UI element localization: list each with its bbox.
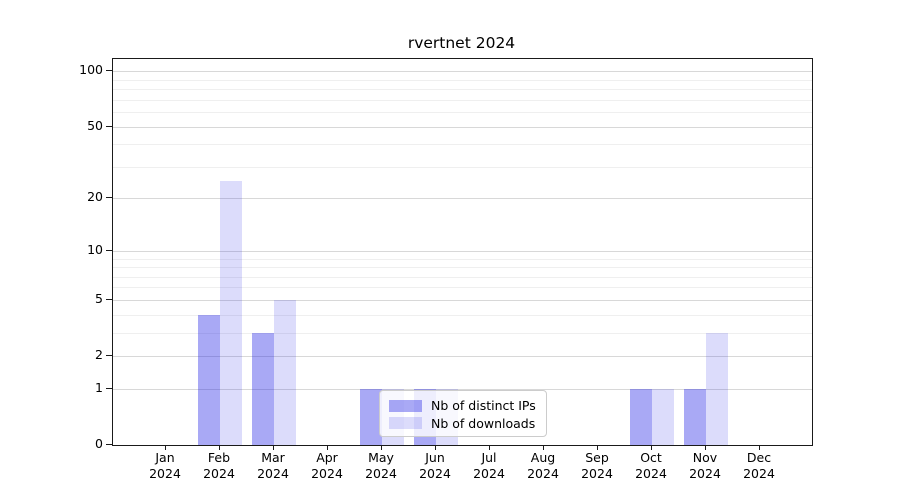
x-tick-mark bbox=[273, 445, 274, 450]
x-tick-label-dec: Dec 2024 bbox=[743, 450, 775, 481]
gridline-minor bbox=[113, 144, 812, 146]
y-tick-mark bbox=[106, 444, 112, 445]
x-tick-label-jun: Jun 2024 bbox=[419, 450, 451, 481]
bar-feb-distinct-ips bbox=[198, 314, 220, 445]
x-tick-mark bbox=[543, 445, 544, 450]
y-tick-mark bbox=[106, 197, 112, 199]
bar-nov-downloads bbox=[706, 332, 728, 445]
x-tick-label-aug: Aug 2024 bbox=[527, 450, 559, 481]
gridline-minor bbox=[113, 314, 812, 316]
gridline-minor bbox=[113, 332, 812, 334]
bar-may-distinct-ips bbox=[360, 388, 382, 445]
plot-area: Nb of distinct IPs Nb of downloads bbox=[112, 58, 813, 446]
gridline-minor bbox=[113, 287, 812, 289]
y-tick-label: 0 bbox=[95, 436, 103, 451]
legend-item-distinct-ips: Nb of distinct IPs bbox=[389, 397, 536, 415]
bar-nov-distinct-ips bbox=[684, 388, 706, 445]
y-tick-label: 10 bbox=[87, 241, 103, 257]
gridline-minor bbox=[113, 258, 812, 260]
bar-oct-downloads bbox=[652, 388, 674, 445]
legend-item-downloads: Nb of downloads bbox=[389, 415, 536, 433]
gridline-minor bbox=[113, 99, 812, 101]
gridline-minor bbox=[113, 79, 812, 81]
legend-label-downloads: Nb of downloads bbox=[431, 415, 536, 431]
y-tick-mark bbox=[106, 249, 112, 251]
x-tick-mark bbox=[219, 445, 220, 450]
gridline-major bbox=[113, 356, 812, 357]
legend-swatch-downloads bbox=[389, 417, 422, 430]
gridline-minor bbox=[113, 89, 812, 90]
x-tick-label-oct: Oct 2024 bbox=[635, 450, 667, 481]
x-tick-mark bbox=[327, 445, 328, 450]
x-tick-mark bbox=[759, 445, 760, 450]
y-tick-label: 1 bbox=[95, 379, 103, 395]
x-tick-mark bbox=[597, 445, 598, 450]
y-tick-label: 50 bbox=[87, 117, 103, 133]
gridline-minor bbox=[113, 276, 812, 278]
x-tick-label-mar: Mar 2024 bbox=[257, 450, 289, 481]
y-tick-label: 5 bbox=[95, 290, 103, 306]
x-tick-label-feb: Feb 2024 bbox=[203, 450, 235, 481]
gridline-minor bbox=[113, 267, 812, 268]
y-tick-mark bbox=[106, 387, 112, 389]
legend-label-distinct-ips: Nb of distinct IPs bbox=[431, 398, 536, 414]
y-tick-mark bbox=[106, 125, 112, 127]
x-tick-mark bbox=[435, 445, 436, 450]
gridline-major bbox=[113, 71, 812, 73]
gridline-minor bbox=[113, 166, 812, 168]
y-tick-mark bbox=[106, 355, 112, 356]
bar-feb-downloads bbox=[220, 181, 242, 445]
x-tick-mark bbox=[705, 445, 706, 450]
y-tick-label: 2 bbox=[95, 347, 103, 362]
gridlines-layer bbox=[113, 59, 812, 445]
x-tick-mark bbox=[381, 445, 382, 450]
x-tick-label-apr: Apr 2024 bbox=[311, 450, 343, 481]
x-tick-label-sep: Sep 2024 bbox=[581, 450, 613, 481]
x-tick-label-nov: Nov 2024 bbox=[689, 450, 721, 481]
gridline-major bbox=[113, 126, 812, 128]
bar-oct-distinct-ips bbox=[630, 388, 652, 445]
y-tick-label: 20 bbox=[87, 189, 103, 205]
gridline-major bbox=[113, 388, 812, 390]
y-tick-label: 100 bbox=[79, 62, 103, 78]
x-tick-mark bbox=[489, 445, 490, 450]
legend-swatch-distinct-ips bbox=[389, 399, 422, 412]
gridline-major bbox=[113, 250, 812, 252]
legend: Nb of distinct IPs Nb of downloads bbox=[379, 390, 547, 437]
y-tick-mark bbox=[106, 70, 112, 72]
x-tick-mark bbox=[651, 445, 652, 450]
x-tick-label-jan: Jan 2024 bbox=[149, 450, 181, 481]
x-tick-label-may: May 2024 bbox=[365, 450, 397, 481]
x-tick-label-jul: Jul 2024 bbox=[473, 450, 505, 481]
chart-title: rvertnet 2024 bbox=[407, 34, 516, 52]
x-tick-mark bbox=[165, 445, 166, 450]
bars-layer bbox=[113, 59, 812, 445]
gridline-major bbox=[113, 299, 812, 301]
bar-mar-downloads bbox=[274, 299, 296, 445]
gridline-major bbox=[113, 198, 812, 200]
bar-mar-distinct-ips bbox=[252, 332, 274, 445]
gridline-minor bbox=[113, 112, 812, 113]
y-tick-mark bbox=[106, 298, 112, 300]
